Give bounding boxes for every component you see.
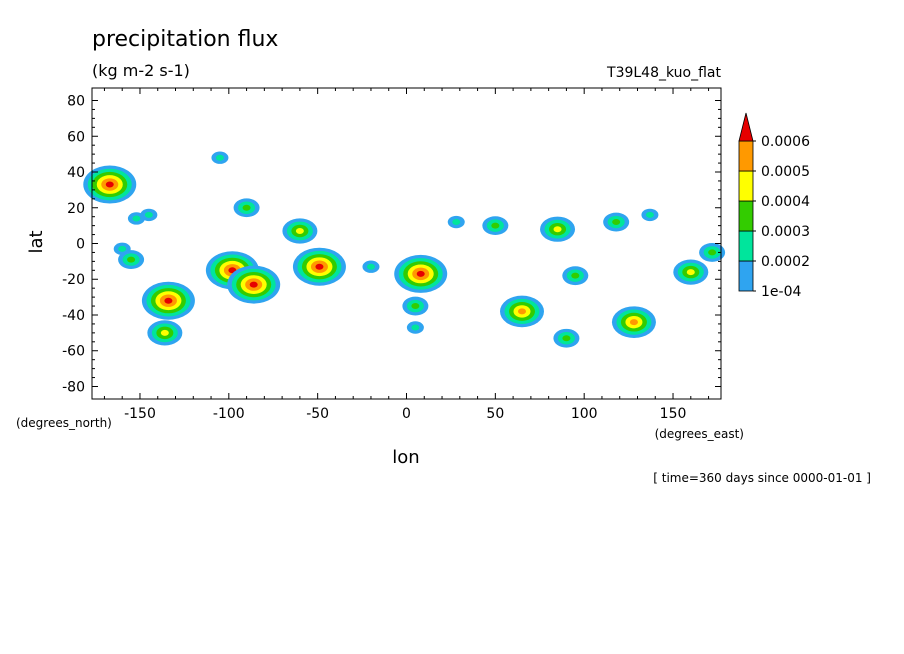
precip-cell-24-level-5 <box>629 319 638 326</box>
x-axis-title: lon <box>392 447 419 468</box>
precip-cell-5-level-4 <box>160 329 169 336</box>
x-tick-label: -150 <box>124 406 156 422</box>
precip-cell-21-level-3 <box>562 335 571 342</box>
precip-cell-26-level-4 <box>686 269 695 276</box>
chart-title: precipitation flux <box>92 27 278 52</box>
precip-cell-7-level-2 <box>215 154 224 161</box>
x-tick-label: 50 <box>486 406 504 422</box>
colorbar-legend: 1e-04 0.0002 0.0003 0.0004 0.0005 0.0006 <box>738 112 810 300</box>
precip-cell-14-level-6 <box>416 270 425 277</box>
precip-cell-27-level-3 <box>708 249 717 256</box>
x-tick-label: -100 <box>213 406 245 422</box>
colorbar-label: 0.0006 <box>761 134 810 150</box>
precip-cell-19-level-5 <box>517 308 526 315</box>
precip-cell-4-level-2 <box>144 211 153 218</box>
x-axis-units: (degrees_east) <box>655 427 744 441</box>
precip-cell-3-level-2 <box>132 215 141 222</box>
x-axis-ticks: -150 -100 -50 0 50 100 150 <box>103 88 710 422</box>
colorbar-swatch-1 <box>738 260 754 292</box>
precip-cell-17-level-2 <box>452 219 461 226</box>
y-axis-units: (degrees_north) <box>16 416 112 430</box>
time-note: [ time=360 days since 0000-01-01 ] <box>653 471 871 485</box>
colorbar-label: 0.0005 <box>761 164 810 180</box>
precip-cell-10-level-6 <box>249 281 258 288</box>
colorbar-swatch-3 <box>738 200 754 232</box>
precip-cell-0-level-6 <box>105 181 114 188</box>
y-tick-label: -20 <box>62 272 85 288</box>
precip-cell-15-level-2 <box>411 324 420 331</box>
colorbar-extend-triangle <box>738 112 754 142</box>
contour-fills <box>83 151 726 348</box>
x-tick-label: 0 <box>402 406 411 422</box>
colorbar-swatch-5 <box>738 140 754 172</box>
colorbar-swatch-2 <box>738 230 754 262</box>
y-tick-label: 60 <box>67 129 85 145</box>
colorbar-label: 0.0004 <box>761 194 810 210</box>
precip-cell-20-level-4 <box>553 226 562 233</box>
precip-cell-11-level-4 <box>295 227 304 234</box>
precip-cell-12-level-6 <box>315 263 324 270</box>
y-tick-label: 0 <box>76 237 85 253</box>
precip-cell-6-level-6 <box>164 297 173 304</box>
y-tick-label: -60 <box>62 344 85 360</box>
x-tick-label: 150 <box>660 406 687 422</box>
precip-cell-9-level-3 <box>242 204 251 211</box>
colorbar-label: 0.0002 <box>761 254 810 270</box>
precip-cell-2-level-3 <box>127 256 136 263</box>
y-axis-title: lat <box>26 230 47 253</box>
y-tick-label: 80 <box>67 94 85 110</box>
y-tick-label: 20 <box>67 201 85 217</box>
precip-cell-18-level-3 <box>491 222 500 229</box>
plot-area: -150 -100 -50 0 50 100 150 -80 -60 -40 -20 0 20 40 60… <box>62 87 726 422</box>
precip-cell-1-level-2 <box>118 245 127 252</box>
colorbar-label: 0.0003 <box>761 224 810 240</box>
model-label: T39L48_kuo_flat <box>606 65 721 81</box>
units-label: (kg m-2 s-1) <box>92 61 190 80</box>
y-tick-label: -40 <box>62 308 85 324</box>
precip-cell-13-level-2 <box>366 263 375 270</box>
precip-cell-22-level-3 <box>571 272 580 279</box>
colorbar-label: 1e-04 <box>761 284 801 300</box>
y-tick-label: 40 <box>67 165 85 181</box>
plot-frame <box>91 87 722 400</box>
precip-cell-25-level-2 <box>645 211 654 218</box>
precip-cell-16-level-3 <box>411 303 420 310</box>
precip-cell-23-level-3 <box>612 219 621 226</box>
y-axis-ticks: -80 -60 -40 -20 0 20 40 60 80 <box>62 94 721 395</box>
x-tick-label: -50 <box>306 406 329 422</box>
y-tick-label: -80 <box>62 379 85 395</box>
colorbar-swatch-4 <box>738 170 754 202</box>
x-tick-label: 100 <box>571 406 598 422</box>
